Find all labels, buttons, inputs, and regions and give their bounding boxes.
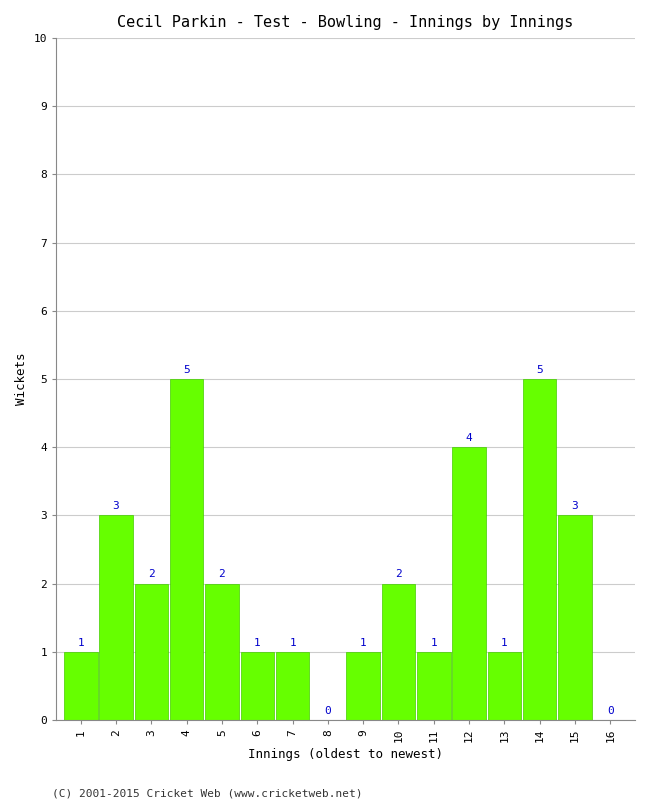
Bar [240, 652, 274, 720]
Bar [382, 583, 415, 720]
Bar [346, 652, 380, 720]
Bar [64, 652, 98, 720]
Bar [170, 379, 203, 720]
Text: 0: 0 [324, 706, 332, 716]
Bar [558, 515, 592, 720]
Bar [276, 652, 309, 720]
Bar [99, 515, 133, 720]
Text: (C) 2001-2015 Cricket Web (www.cricketweb.net): (C) 2001-2015 Cricket Web (www.cricketwe… [52, 788, 363, 798]
Text: 1: 1 [430, 638, 437, 648]
Text: 3: 3 [112, 502, 120, 511]
Text: 1: 1 [289, 638, 296, 648]
Bar [205, 583, 239, 720]
X-axis label: Innings (oldest to newest): Innings (oldest to newest) [248, 748, 443, 761]
Text: 5: 5 [183, 365, 190, 375]
Text: 2: 2 [218, 570, 226, 579]
Text: 1: 1 [360, 638, 367, 648]
Text: 0: 0 [607, 706, 614, 716]
Text: 1: 1 [77, 638, 84, 648]
Bar [523, 379, 556, 720]
Text: 4: 4 [465, 433, 473, 443]
Y-axis label: Wickets: Wickets [15, 353, 28, 406]
Bar [452, 447, 486, 720]
Bar [417, 652, 450, 720]
Bar [135, 583, 168, 720]
Title: Cecil Parkin - Test - Bowling - Innings by Innings: Cecil Parkin - Test - Bowling - Innings … [118, 15, 574, 30]
Text: 5: 5 [536, 365, 543, 375]
Text: 1: 1 [501, 638, 508, 648]
Text: 2: 2 [395, 570, 402, 579]
Text: 3: 3 [571, 502, 578, 511]
Text: 2: 2 [148, 570, 155, 579]
Bar [488, 652, 521, 720]
Text: 1: 1 [254, 638, 261, 648]
